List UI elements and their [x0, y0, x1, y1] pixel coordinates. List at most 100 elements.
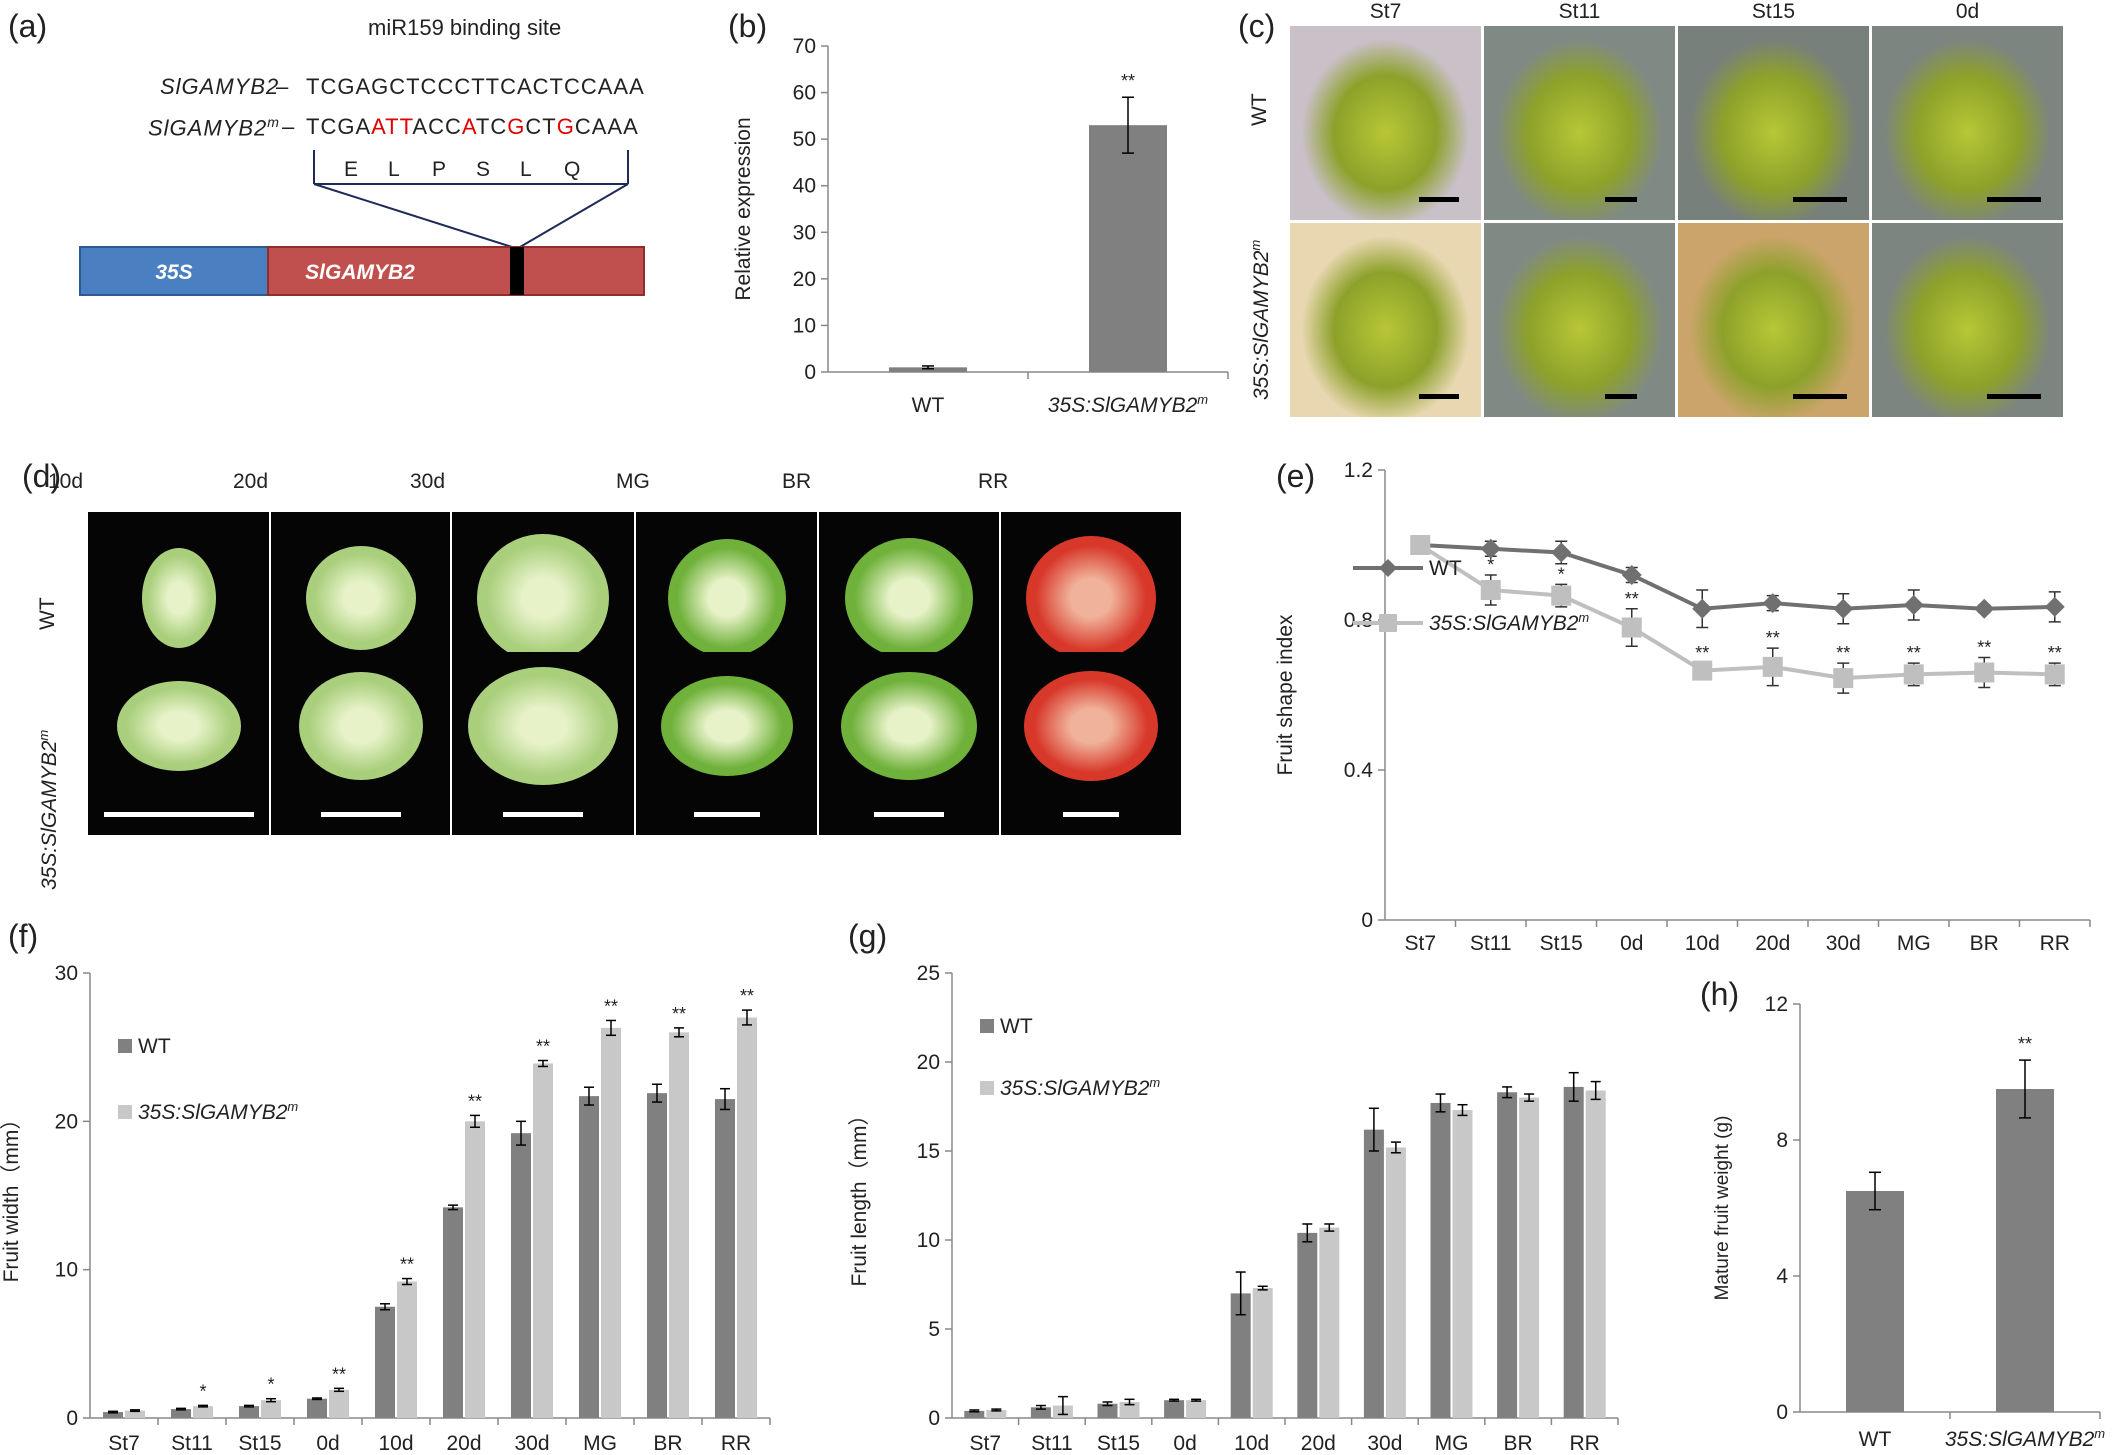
bar: [1519, 1097, 1540, 1418]
legend-label: WT: [138, 1035, 171, 1058]
bar: [443, 1207, 463, 1418]
site-line-left: [313, 183, 513, 248]
x-tick-label: 30d: [514, 1432, 549, 1455]
y-tick-label: 10: [917, 1229, 940, 1252]
bar: [1252, 1288, 1273, 1418]
y-tick-label: 0: [1776, 1401, 1788, 1424]
significance-mark: **: [468, 1091, 482, 1111]
amino-acid: L: [520, 158, 532, 181]
legend-label: WT: [1000, 1015, 1033, 1038]
x-tick-label: 10d: [1234, 1432, 1269, 1455]
x-tick-label: WT: [912, 394, 945, 417]
bar: [103, 1412, 123, 1418]
y-tick-label: 5: [928, 1318, 940, 1341]
flower-bud-photo: [1484, 223, 1675, 417]
significance-mark: **: [1836, 643, 1850, 663]
bar: [533, 1063, 553, 1418]
gene-label: SlGAMYB2: [305, 261, 415, 284]
fruit-cross-section: [845, 538, 973, 658]
bar: [1297, 1232, 1318, 1418]
bar: [329, 1389, 349, 1418]
amino-acid: L: [388, 158, 400, 181]
bar: [307, 1398, 327, 1418]
bar: [1385, 1147, 1406, 1418]
panel-label-e: (e): [1276, 458, 1316, 494]
amino-acid: S: [476, 158, 491, 181]
x-tick-label: 10d: [1685, 932, 1720, 955]
significance-mark: **: [1907, 643, 1921, 663]
significance-mark: **: [2048, 643, 2062, 663]
scale-bar: [503, 812, 583, 817]
fruit-cross-section: [298, 672, 423, 780]
stage-label-st15: St15: [1751, 0, 1796, 23]
fruit-section-photo: [88, 652, 269, 835]
sequence-segment: TC: [475, 114, 508, 139]
scale-bar: [1793, 394, 1847, 399]
panel-label-g: (g): [848, 918, 888, 954]
x-tick-label: St7: [108, 1432, 140, 1455]
sequence-segment: G: [556, 114, 575, 139]
bar: [964, 1410, 985, 1418]
y-axis-label: Relative expression: [732, 117, 755, 300]
x-tick-label: St7: [1404, 932, 1436, 955]
bar: [1164, 1400, 1185, 1418]
significance-mark: *: [199, 1381, 206, 1401]
data-point: [1410, 535, 1431, 555]
bar: [1319, 1227, 1340, 1418]
sequence-segment: A: [461, 114, 476, 139]
y-tick-label: 30: [793, 221, 816, 244]
significance-mark: *: [1487, 555, 1494, 575]
amino-acid: E: [344, 158, 359, 181]
stage-label-br: BR: [782, 470, 812, 493]
chart-relative-expression: 0 10 20 30 40 50 60 70 Relative expression WT 35S:…: [732, 35, 1229, 417]
significance-mark: **: [536, 1037, 550, 1057]
data-point: [1974, 598, 1995, 619]
scale-bar: [103, 812, 254, 817]
gene-box: [267, 246, 645, 296]
stage-label-mg: MG: [616, 470, 650, 493]
bar: [261, 1400, 281, 1418]
data-point: [1833, 668, 1854, 689]
x-tick-label: BR: [653, 1432, 682, 1455]
legend-label: 35S:SlGAMYB2m: [138, 1099, 298, 1124]
fruit-section-photo: [636, 652, 817, 835]
significance-mark: **: [1766, 628, 1780, 648]
amino-acid: Q: [564, 158, 581, 181]
stage-label-20d: 20d: [233, 470, 269, 493]
fruit-section-photo: [1001, 652, 1181, 835]
significance-mark: **: [332, 1364, 346, 1384]
fruit-cross-section: [141, 548, 216, 648]
y-tick-label: 0.8: [1344, 609, 1373, 632]
panel-label-f: (f): [8, 918, 39, 954]
legend-marker: [1379, 614, 1397, 632]
wt-dash: –: [276, 74, 290, 99]
legend-marker: [1379, 559, 1397, 577]
bar: [397, 1281, 417, 1418]
data-point: [1692, 598, 1713, 619]
bar: [511, 1133, 531, 1418]
significance-mark: **: [2018, 1034, 2032, 1054]
significance-mark: **: [672, 1004, 686, 1024]
x-tick-label: WT: [1859, 1428, 1892, 1451]
bar: [1230, 1293, 1251, 1418]
scale-bar: [1419, 394, 1459, 399]
scale-bar: [1419, 197, 1459, 202]
legend-swatch: [980, 1081, 994, 1095]
y-tick-label: 12: [1765, 993, 1788, 1016]
x-tick-label: 20d: [446, 1432, 481, 1455]
x-tick-label: St15: [1097, 1432, 1140, 1455]
bar: [1089, 125, 1167, 373]
significance-mark: **: [1625, 589, 1639, 609]
row-label-mut-c: 35S:SlGAMYB2m: [1248, 239, 1273, 400]
mutant-sequence: TCGAATTACCATCGCTGCAAA: [306, 114, 639, 140]
bar: [1363, 1129, 1384, 1418]
scale-bar: [1605, 394, 1637, 399]
bar: [579, 1096, 599, 1418]
bar: [239, 1406, 259, 1418]
x-tick-label: MG: [1897, 932, 1931, 955]
bar: [375, 1306, 395, 1418]
bar: [1497, 1092, 1518, 1418]
stage-label-30d: 30d: [410, 470, 446, 493]
y-tick-label: 4: [1776, 1265, 1788, 1288]
x-tick-label: 0d: [1173, 1432, 1196, 1455]
